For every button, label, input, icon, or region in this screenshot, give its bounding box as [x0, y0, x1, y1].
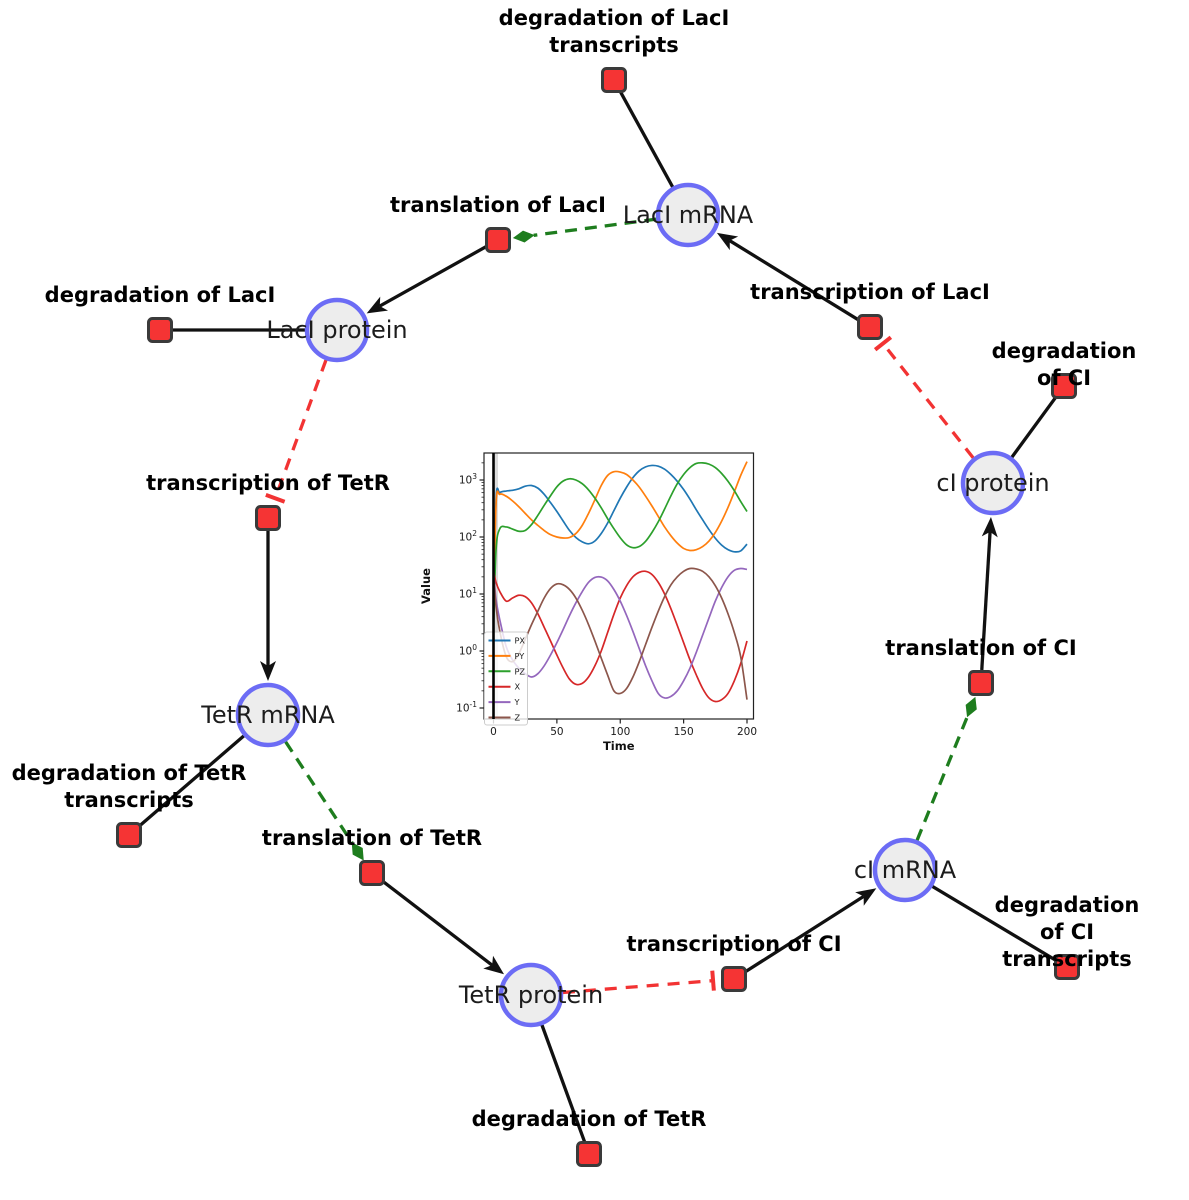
species-node-tetr_mrna[interactable]	[235, 682, 301, 748]
legend-label-PX: PX	[515, 636, 526, 646]
x-axis-label: Time	[603, 739, 635, 753]
edge-tetr_mrna-transl_tetr	[284, 740, 364, 861]
reaction-node-transcr_ci[interactable]	[721, 966, 747, 992]
series-line-PX	[492, 464, 748, 624]
species-node-laci_mrna[interactable]	[655, 182, 721, 248]
edge-laci_protein-transcr_tetr	[265, 359, 328, 504]
edge-transl_laci-laci_protein	[366, 244, 488, 314]
species-node-ci_protein[interactable]	[960, 450, 1026, 516]
x-tick-label: 150	[674, 726, 694, 738]
arrowhead-icon	[981, 516, 998, 538]
x-tick-label: 0	[490, 726, 497, 738]
edge-tetr_mrna-deg_tetr_tr	[137, 734, 246, 829]
species-node-laci_protein[interactable]	[304, 297, 370, 363]
reaction-node-deg_laci[interactable]	[147, 317, 173, 343]
reaction-node-transl_laci[interactable]	[485, 227, 511, 253]
edge-ci_mrna-deg_ci_tr	[930, 884, 1058, 963]
legend-label-PZ: PZ	[515, 666, 526, 676]
edge-laci_mrna-transl_laci	[512, 217, 657, 243]
edge-transl_ci-ci_protein	[980, 516, 998, 671]
series-line-PZ	[492, 461, 748, 629]
x-tick-label: 200	[737, 726, 757, 738]
plot-frame	[483, 452, 755, 720]
edge-transcr_tetr-tetr_mrna	[260, 531, 276, 681]
arrowhead-icon	[483, 955, 505, 975]
edge-transcr_ci-ci_mrna	[744, 888, 877, 974]
y-tick-label: 10-1	[456, 700, 477, 715]
reaction-node-transl_ci[interactable]	[968, 670, 994, 696]
reaction-node-deg_ci[interactable]	[1051, 373, 1077, 399]
diamond-arrowhead-icon	[965, 696, 977, 718]
diamond-arrowhead-icon	[512, 230, 535, 243]
y-tick-label: 100	[459, 643, 477, 658]
legend-label-PY: PY	[515, 651, 526, 661]
legend-label-X: X	[515, 682, 521, 692]
inhibition-bar-icon	[710, 970, 716, 991]
edge-transl_tetr-tetr_protein	[381, 879, 505, 975]
x-tick-label: 50	[550, 726, 563, 738]
reaction-node-deg_tetr_tr[interactable]	[116, 822, 142, 848]
legend-label-Y: Y	[514, 697, 521, 707]
y-tick-label: 101	[459, 586, 477, 601]
arrowhead-icon	[260, 661, 276, 681]
reaction-node-deg_tetr[interactable]	[576, 1141, 602, 1167]
series-line-X	[492, 570, 748, 703]
arrowhead-icon	[366, 296, 389, 314]
y-tick-label: 102	[459, 529, 477, 544]
series-line-Y	[492, 567, 748, 699]
edge-tetr_protein-deg_tetr	[540, 1023, 587, 1144]
edge-ci_mrna-transl_ci	[915, 696, 977, 841]
series-line-PY	[492, 461, 748, 629]
edge-laci_mrna-deg_laci_tr	[618, 89, 675, 189]
legend-box	[484, 631, 528, 726]
y-axis-label: Value	[419, 568, 433, 604]
legend-label-Z: Z	[515, 713, 521, 723]
reaction-node-deg_ci_tr[interactable]	[1054, 954, 1080, 980]
edge-transcr_laci-laci_mrna	[716, 232, 860, 322]
arrowhead-icon	[855, 888, 877, 906]
y-tick-label: 103	[459, 472, 477, 487]
x-tick-label: 100	[610, 726, 630, 738]
inhibition-bar-icon	[265, 492, 286, 504]
reaction-node-deg_laci_tr[interactable]	[601, 67, 627, 93]
reaction-node-transl_tetr[interactable]	[359, 860, 385, 886]
species-node-ci_mrna[interactable]	[872, 837, 938, 903]
diamond-arrowhead-icon	[351, 842, 364, 861]
reaction-node-transcr_laci[interactable]	[857, 314, 883, 340]
plot-inset: 0 50 100 150 200 10-1 100 101 102 103 Time Value PX P…	[419, 452, 757, 753]
inhibition-bar-icon	[873, 335, 893, 352]
edge-ci_protein-deg_ci	[1009, 394, 1059, 459]
species-node-tetr_protein[interactable]	[498, 962, 564, 1028]
edge-tetr_protein-transcr_ci	[562, 970, 716, 995]
t0-shaded-band	[493, 453, 498, 719]
edge-ci_protein-transcr_laci	[873, 335, 975, 459]
arrowhead-icon	[716, 232, 739, 251]
series-line-Z	[492, 567, 748, 700]
reaction-node-transcr_tetr[interactable]	[255, 505, 281, 531]
